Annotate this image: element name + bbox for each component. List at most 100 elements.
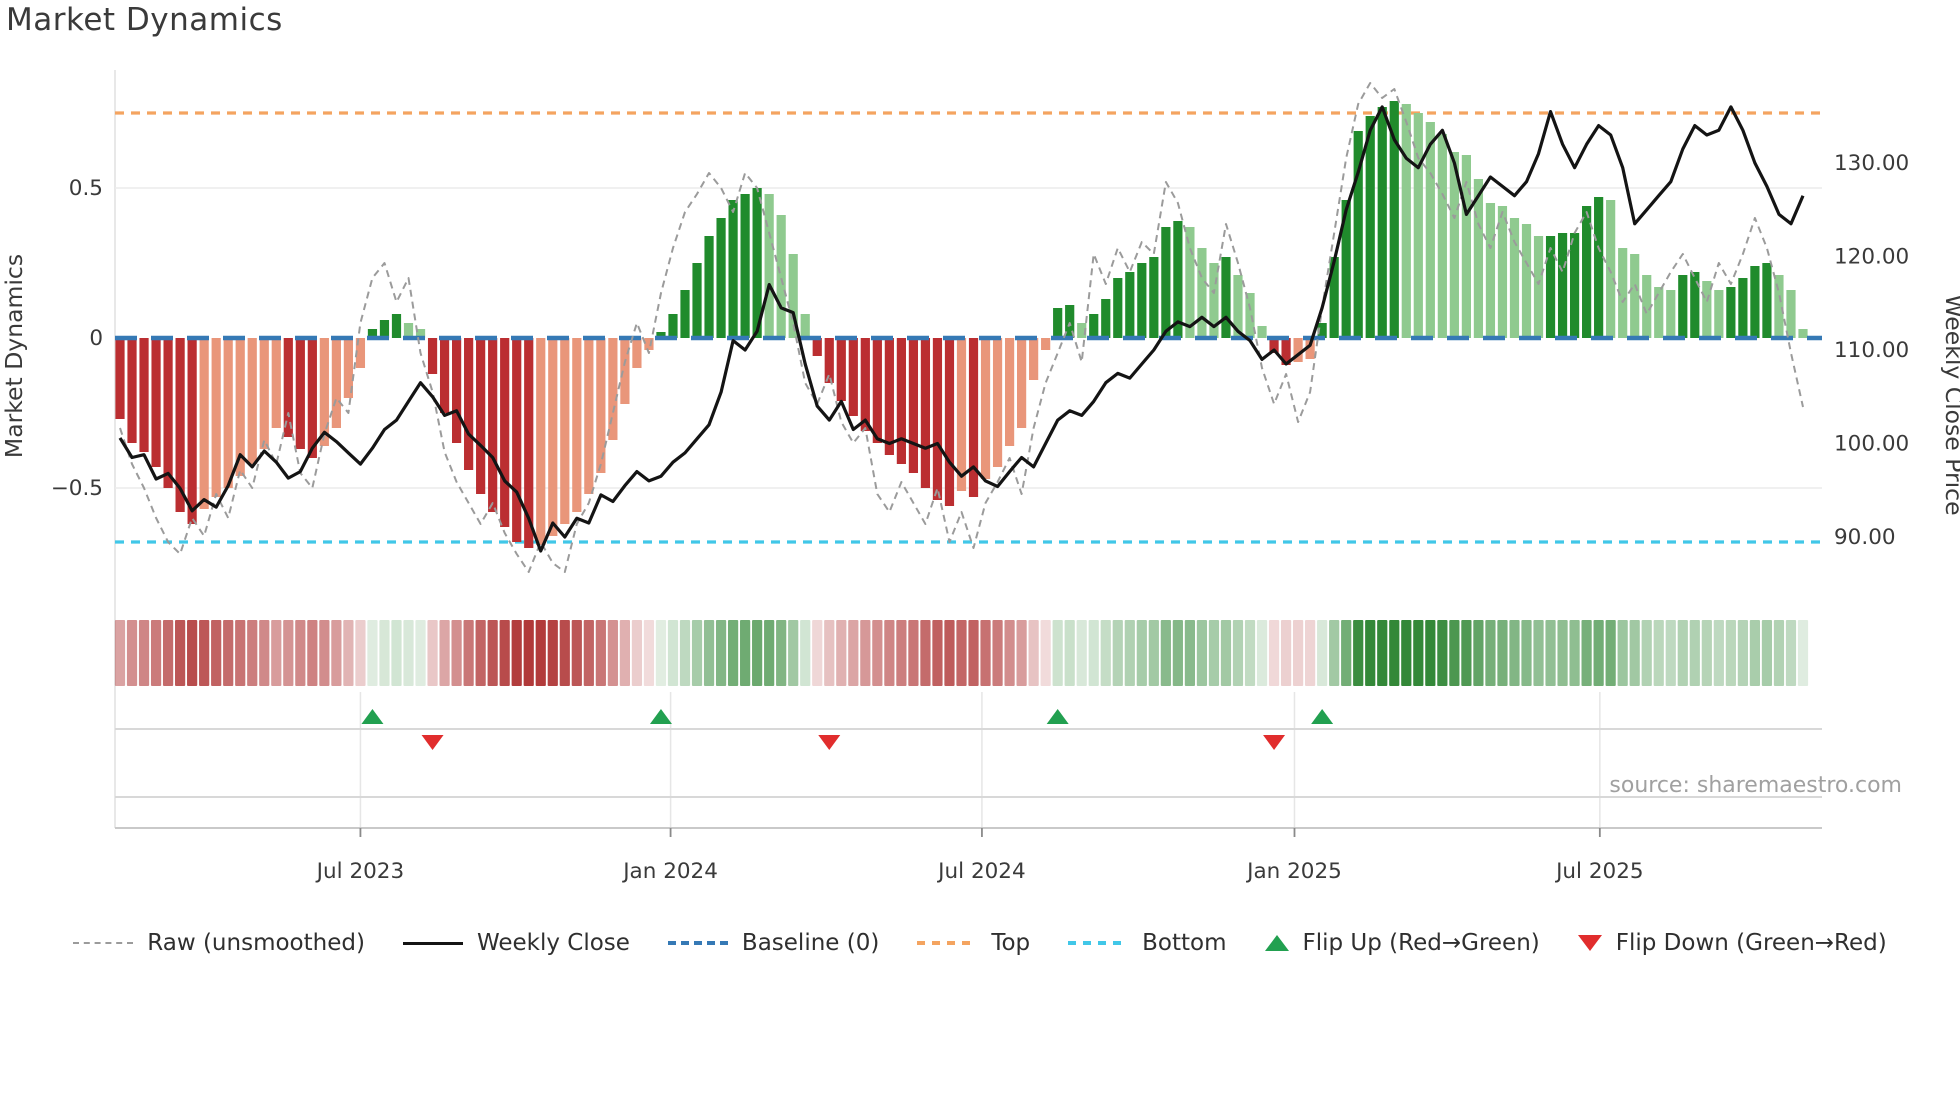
- legend-label: Weekly Close: [476, 930, 630, 956]
- heatmap-cell: [643, 620, 655, 686]
- heatmap-cell: [908, 620, 919, 686]
- bar: [1113, 278, 1123, 338]
- bar: [1786, 290, 1796, 338]
- heatmap-cell: [1461, 620, 1472, 686]
- heatmap-cell: [1485, 620, 1496, 686]
- bar: [500, 338, 510, 527]
- heatmap-cell: [331, 620, 342, 686]
- left-axis: 0.5 0 −0.5: [51, 176, 103, 501]
- bar: [788, 254, 798, 338]
- flip-down-marker: [818, 735, 841, 750]
- heatmap-cell: [788, 620, 799, 686]
- bar: [1305, 338, 1315, 359]
- heatmap-cell: [848, 620, 859, 686]
- bar: [1413, 113, 1423, 338]
- heatmap-cell: [1172, 620, 1183, 686]
- bar: [211, 338, 221, 497]
- heatmap-cell: [162, 620, 174, 686]
- left-tick-label: 0.5: [69, 176, 103, 201]
- bar: [1702, 281, 1712, 338]
- heatmap-cell: [691, 620, 703, 686]
- bar: [367, 329, 378, 338]
- heatmap-cell: [1305, 620, 1316, 686]
- bar: [1101, 299, 1111, 338]
- bar: [944, 338, 955, 506]
- heatmap-cell: [283, 620, 294, 686]
- legend-label: Flip Up (Red→Green): [1302, 930, 1540, 956]
- heatmap-cell: [1413, 620, 1424, 686]
- heatmap-cell: [126, 620, 138, 686]
- heatmap-cell: [295, 620, 306, 686]
- bar: [1377, 107, 1387, 338]
- bar: [644, 338, 654, 350]
- heatmap-cell: [1797, 620, 1809, 686]
- bar: [403, 323, 414, 338]
- flip-up-swatch-icon: [1264, 935, 1289, 951]
- bar: [692, 263, 702, 338]
- heatmap-cell: [1208, 620, 1220, 686]
- heatmap-cell: [1545, 620, 1556, 686]
- heatmap-cell: [1028, 620, 1039, 686]
- x-axis: Jul 2023 Jan 2024 Jul 2024 Jan 2025 Jul 2025: [115, 827, 1822, 884]
- heatmap-cell: [607, 620, 618, 686]
- heatmap-cell: [319, 620, 330, 686]
- legend-item-baseline: Baseline (0): [667, 930, 880, 956]
- flip-marker-panel: [115, 709, 1822, 798]
- x-tick-label: Jan 2024: [621, 859, 718, 884]
- bar: [656, 332, 666, 338]
- bar: [115, 338, 125, 419]
- bar: [1569, 233, 1580, 338]
- bar: [584, 338, 594, 494]
- bar: [956, 338, 967, 491]
- bar: [1714, 290, 1724, 338]
- legend-label: Flip Down (Green→Red): [1615, 930, 1887, 956]
- heatmap-cell: [752, 620, 763, 686]
- bar: [127, 338, 137, 443]
- bar: [1449, 152, 1459, 338]
- heatmap-cell: [1317, 620, 1328, 686]
- bar: [1666, 290, 1676, 338]
- bar: [1437, 134, 1447, 338]
- bar: [271, 338, 281, 428]
- left-axis-title: Market Dynamics: [0, 254, 28, 458]
- legend-label: Baseline (0): [741, 930, 880, 956]
- bar: [343, 338, 354, 398]
- heatmap-cell: [379, 620, 390, 686]
- heatmap-cell: [655, 620, 667, 686]
- bar: [235, 338, 245, 476]
- bar: [355, 338, 366, 368]
- heatmap-cell: [199, 620, 210, 686]
- heatmap-cell: [535, 620, 546, 686]
- heatmap-cell: [211, 620, 222, 686]
- bar: [848, 338, 858, 416]
- bar: [464, 338, 474, 470]
- flip-up-marker: [1311, 709, 1334, 724]
- heatmap-cell: [355, 620, 366, 686]
- bar: [920, 338, 931, 488]
- heatmap-cell: [391, 620, 402, 686]
- gridlines: [114, 70, 1822, 828]
- heatmap-cell: [703, 620, 715, 686]
- bar: [896, 338, 906, 464]
- heatmap-cell: [1605, 620, 1616, 686]
- heatmap-cell: [1124, 620, 1135, 686]
- heatmap-cell: [1725, 620, 1736, 686]
- legend-item-close: Weekly Close: [402, 930, 630, 956]
- heatmap-cell: [836, 620, 847, 686]
- bar: [223, 338, 233, 488]
- legend-item-raw: Raw (unsmoothed): [73, 930, 365, 956]
- heatmap-cell: [1785, 620, 1797, 686]
- heatmap-cell: [1220, 620, 1232, 686]
- bar: [632, 338, 642, 368]
- heatmap-strip: [114, 620, 1809, 686]
- bar: [1389, 101, 1399, 338]
- x-tick-label: Jan 2025: [1245, 859, 1342, 884]
- right-tick-label: 100.00: [1834, 432, 1909, 457]
- weekly-close-line: [118, 105, 1805, 553]
- bar: [1353, 131, 1363, 338]
- bar: [620, 338, 630, 404]
- bar: [247, 338, 257, 464]
- legend-item-bottom: Bottom: [1068, 930, 1227, 956]
- bar: [800, 314, 810, 338]
- bar: [1425, 122, 1435, 338]
